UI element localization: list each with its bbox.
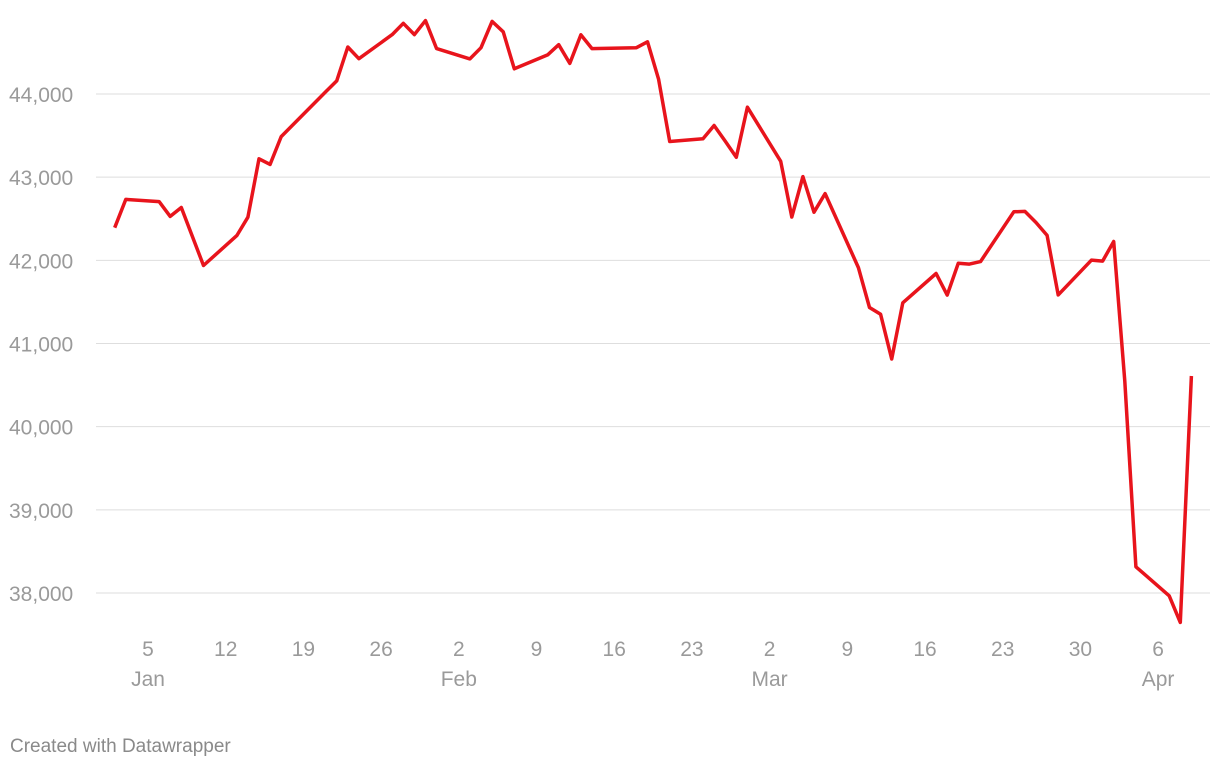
x-tick-label: 19 (292, 638, 315, 661)
x-month-label: Mar (752, 668, 788, 691)
x-tick-label: 9 (531, 638, 543, 661)
y-tick-label: 43,000 (9, 167, 73, 190)
y-tick-label: 40,000 (9, 417, 73, 440)
x-tick-label: 23 (991, 638, 1014, 661)
source-note: Created with Datawrapper (10, 736, 231, 757)
data-line (113, 18, 1194, 625)
x-month-label: Jan (131, 668, 165, 691)
y-tick-label: 39,000 (9, 500, 73, 523)
x-month-label: Feb (441, 668, 477, 691)
y-tick-label: 38,000 (9, 583, 73, 606)
x-tick-label: 9 (841, 638, 853, 661)
x-tick-label: 16 (913, 638, 936, 661)
x-tick-label: 12 (214, 638, 237, 661)
y-tick-label: 42,000 (9, 250, 73, 273)
x-month-label: Apr (1142, 668, 1175, 691)
x-tick-label: 5 (142, 638, 154, 661)
x-tick-label: 16 (603, 638, 626, 661)
x-tick-label: 23 (680, 638, 703, 661)
x-tick-label: 6 (1152, 638, 1164, 661)
x-tick-label: 2 (764, 638, 776, 661)
x-tick-label: 2 (453, 638, 465, 661)
y-tick-label: 44,000 (9, 84, 73, 107)
x-tick-label: 30 (1069, 638, 1092, 661)
y-tick-label: 41,000 (9, 333, 73, 356)
x-tick-label: 26 (369, 638, 392, 661)
